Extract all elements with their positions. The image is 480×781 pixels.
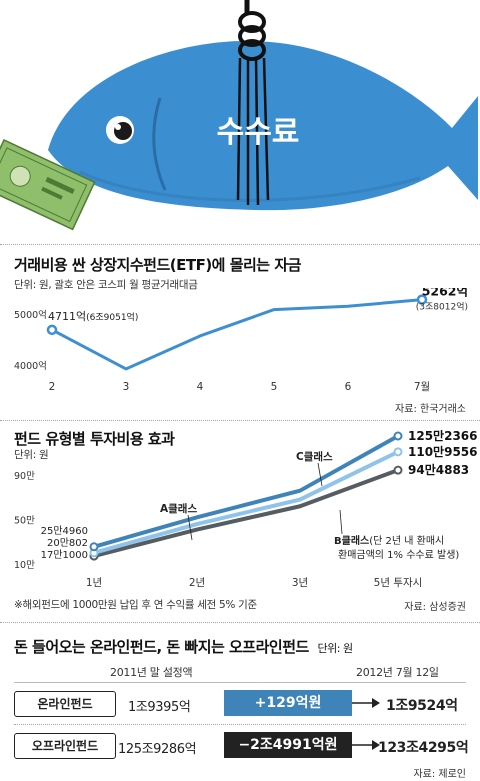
col-end-header: 2012년 7월 12일 <box>356 666 439 679</box>
x-tick-label: 1년 <box>86 577 102 589</box>
hero-illustration: 수수료 <box>0 0 478 231</box>
y-tick-label: 90만 <box>14 471 35 482</box>
y-tick-label: 50만 <box>14 516 35 527</box>
series-line-c <box>93 434 399 549</box>
x-tick-label: 5 <box>271 381 278 393</box>
row-start-online: 1조9395억 <box>128 700 191 715</box>
y-tick-label: 4000억 <box>14 360 47 372</box>
arrow-right-icon <box>352 740 380 750</box>
row-start-offline: 125조9286억 <box>118 742 197 757</box>
table-title-text: 돈 들어오는 온라인펀드, 돈 빠지는 오프라인펀드 <box>14 638 309 656</box>
x-tick-label: 2 <box>49 381 56 393</box>
chart2-source: 자료: 삼성증권 <box>404 602 466 613</box>
end-value-label: 94만4883 <box>408 462 469 477</box>
leader-line-a <box>187 514 193 541</box>
data-point <box>416 294 428 305</box>
row-end-online: 1조9524억 <box>386 698 458 714</box>
chart2-plot: 90만50만10만125만2366110만955694만488325만49602… <box>14 430 478 589</box>
row-end-offline: 123조4295억 <box>378 740 469 756</box>
data-label-start: 4711억(6조9051억) <box>48 310 138 323</box>
data-point <box>393 431 403 441</box>
data-label-end-paren: (3조8012억) <box>416 301 468 313</box>
x-tick-label: 3년 <box>292 577 308 589</box>
chart1-source: 자료: 한국거래소 <box>395 404 466 415</box>
row-divider <box>14 724 466 725</box>
row-label-offline: 오프라인펀드 <box>14 733 116 759</box>
chart2-footnote: ※해외펀드에 1000만원 납입 후 연 수익률 세전 5% 기준 <box>14 599 257 611</box>
fish-body-icon <box>48 40 478 211</box>
fish-eye-icon <box>106 116 134 144</box>
table-source: 자료: 제로인 <box>413 769 466 780</box>
data-point <box>393 447 403 457</box>
b-class-note: 환매금액의 1% 수수료 발생) <box>338 549 459 561</box>
row-label-online: 온라인펀드 <box>14 691 116 717</box>
series-line-a <box>93 468 399 559</box>
data-label-end: 5262억 <box>422 288 468 299</box>
series-name-b: B클래스(단 2년 내 환매시 <box>334 534 444 547</box>
col-start-header: 2011년 말 설정액 <box>110 666 193 679</box>
series-line-b <box>93 450 399 555</box>
arrow-right-icon <box>352 698 380 708</box>
series-name-c: C클래스 <box>296 450 333 463</box>
rope-icon <box>236 0 270 206</box>
chart2-subtitle: 단위: 원 <box>14 449 49 461</box>
leader-line-c <box>317 462 323 487</box>
x-tick-label: 5년 투자시 <box>374 577 423 589</box>
data-point <box>46 324 58 336</box>
data-point <box>89 542 99 552</box>
hero-title: 수수료 <box>217 115 300 150</box>
series-name-a: A클래스 <box>160 502 197 515</box>
chart1-title: 거래비용 싼 상장지수펀드(ETF)에 몰리는 자금 <box>14 256 301 274</box>
end-value-label: 125만2366 <box>408 430 478 443</box>
header-underline <box>14 682 466 683</box>
banknote-icon <box>0 139 96 231</box>
y-tick-label: 5000억 <box>14 309 47 321</box>
chart1-subtitle: 단위: 원, 괄호 안은 코스피 월 평균거래대금 <box>14 279 198 291</box>
x-tick-label: 3 <box>123 381 130 393</box>
start-value-label: 20만802 <box>47 537 88 549</box>
table-title: 돈 들어오는 온라인펀드, 돈 빠지는 오프라인펀드 단위: 원 <box>14 636 353 657</box>
row-change-offline: −2조4991억원 <box>224 732 352 758</box>
data-point <box>393 465 403 475</box>
leader-line-b <box>339 509 343 535</box>
start-value-label: 25만4960 <box>41 525 88 537</box>
x-tick-label: 2년 <box>189 577 205 589</box>
end-value-label: 110만9556 <box>408 444 478 459</box>
y-tick-label: 10만 <box>14 560 35 571</box>
series-line <box>51 298 423 371</box>
chart2-title: 펀드 유형별 투자비용 효과 <box>14 430 175 448</box>
start-value-label: 17만1000 <box>41 549 88 561</box>
x-tick-label: 7월 <box>414 381 430 393</box>
x-tick-label: 6 <box>345 381 352 393</box>
table-unit: 단위: 원 <box>317 642 354 655</box>
x-tick-label: 4 <box>197 381 204 393</box>
row-change-online: +129억원 <box>224 690 352 716</box>
